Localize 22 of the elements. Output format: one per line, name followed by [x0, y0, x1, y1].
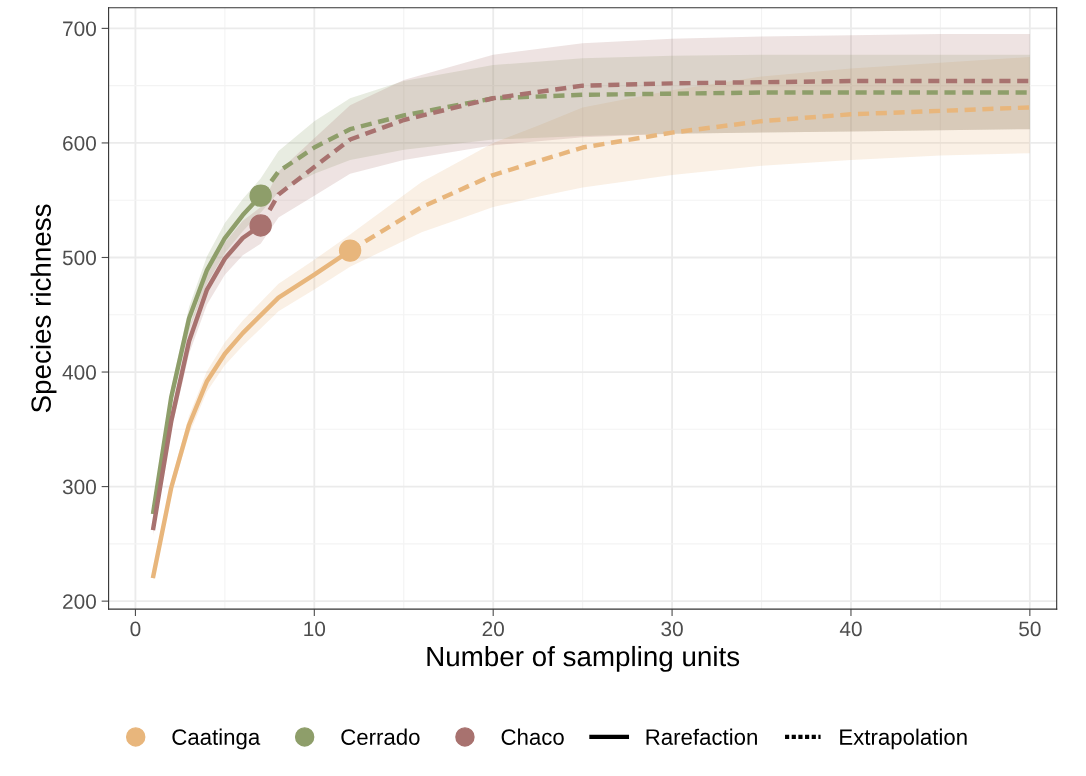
- text: Rarefaction: [646, 728, 757, 745]
- x-tick-label: 50: [1019, 621, 1041, 637]
- y-tick-label: 300: [62, 479, 96, 495]
- legend-label: Caatinga: [172, 728, 261, 750]
- y-tick-label: 500: [62, 250, 96, 266]
- point: [249, 184, 272, 207]
- x-tick-label: 10: [304, 621, 326, 637]
- point: [249, 214, 272, 237]
- point: [338, 239, 362, 262]
- legend-label: Cerrado: [341, 728, 420, 745]
- x-tick-label: 40: [839, 621, 862, 637]
- legend-label: Chaco: [501, 728, 564, 745]
- y-tick-label: 600: [63, 135, 96, 151]
- y-axis-title: Species richness: [30, 204, 57, 413]
- x-axis-title: Number of sampling units: [427, 645, 740, 672]
- x-tick-label: 20: [482, 621, 504, 637]
- text: Extrapolation: [840, 728, 967, 750]
- x-tick-label: 0: [130, 621, 141, 637]
- y-tick-label: 200: [63, 594, 96, 609]
- y-tick-label: 400: [62, 365, 96, 380]
- y-tick-label: 700: [63, 21, 96, 37]
- x-tick-label: 30: [661, 621, 683, 637]
